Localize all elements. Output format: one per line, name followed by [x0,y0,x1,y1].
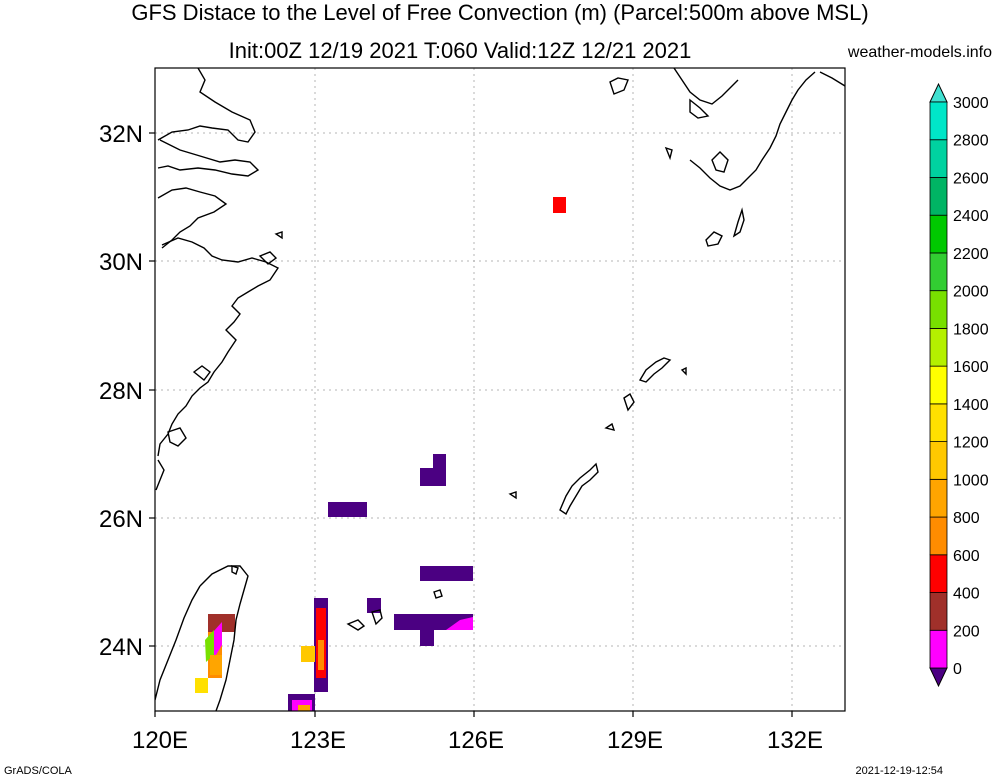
lat-tick-label: 30N [99,249,143,276]
colorbar-label: 2200 [953,246,989,263]
colorbar-label: 600 [953,548,980,565]
colorbar-label: 1000 [953,472,989,489]
colorbar-swatch [929,478,948,518]
lat-tick-label: 28N [99,378,143,405]
chart-title: GFS Distace to the Level of Free Convect… [131,0,869,25]
colorbar-label: 1800 [953,321,989,338]
colorbar-swatch [929,365,948,405]
colorbar-label: 1600 [953,359,989,376]
lon-tick-label: 120E [132,727,188,754]
colorbar-label: 400 [953,586,980,603]
colorbar-swatch [929,554,948,593]
colorbar: 0 200 400 600 800 1000 1200 1400 1600 1800 2000 220… [929,82,989,688]
colorbar-swatch [929,403,948,443]
mid-strip-shading [288,598,328,711]
colorbar-top-arrow [929,82,948,103]
colorbar-swatch [929,629,948,669]
colorbar-label: 2600 [953,170,989,187]
lon-tick-label: 129E [607,727,663,754]
footer-right-label: 2021-12-19-12:54 [855,765,943,777]
lon-tick-labels: 120E 123E 126E 129E 132E [132,727,823,754]
red-cell [553,197,566,213]
colorbar-swatch [929,252,948,292]
lat-tick-label: 24N [99,634,143,661]
colorbar-swatch [929,516,948,556]
credit-label: weather-models.info [847,44,992,61]
colorbar-swatch [929,290,948,329]
colorbar-swatch [929,139,948,178]
colorbar-label: 0 [953,661,962,678]
colorbar-label: 2800 [953,133,989,150]
axis-ticks [149,132,793,717]
colorbar-label: 3000 [953,95,989,112]
lat-tick-label: 32N [99,121,143,148]
colorbar-swatch [929,592,948,631]
colorbar-label: 200 [953,623,980,640]
colorbar-label: 1400 [953,397,989,414]
chart-subtitle: Init:00Z 12/19 2021 T:060 Valid:12Z 12/2… [228,38,692,63]
lon-tick-label: 123E [290,727,346,754]
lon-tick-label: 132E [767,727,823,754]
coastlines [155,68,845,711]
lfc-shading [195,197,566,711]
colorbar-swatch [929,101,948,141]
taiwan-shading [195,614,235,693]
lat-tick-label: 26N [99,506,143,533]
lat-tick-labels: 24N 26N 28N 30N 32N [99,121,143,661]
colorbar-swatch [929,177,948,216]
colorbar-swatch [929,327,948,367]
gridlines [155,68,845,711]
colorbar-bottom-arrow [929,667,948,688]
colorbar-label: 800 [953,510,980,527]
colorbar-swatch [929,214,948,254]
colorbar-label: 2000 [953,284,989,301]
footer-left-label: GrADS/COLA [4,765,72,777]
lon-tick-label: 126E [448,727,504,754]
colorbar-label: 1200 [953,435,989,452]
east-sea-shading [328,454,473,646]
colorbar-label: 2400 [953,208,989,225]
colorbar-swatch [929,441,948,480]
